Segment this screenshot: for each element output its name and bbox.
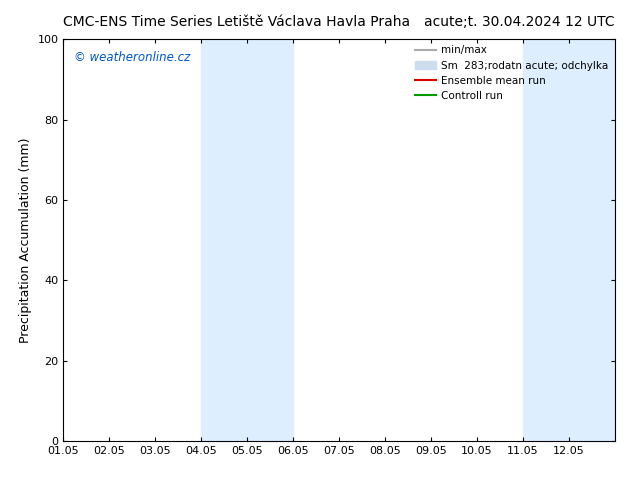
Y-axis label: Precipitation Accumulation (mm): Precipitation Accumulation (mm) <box>19 137 32 343</box>
Bar <box>202 39 293 441</box>
Text: acute;t. 30.04.2024 12 UTC: acute;t. 30.04.2024 12 UTC <box>424 15 615 29</box>
Legend: min/max, Sm  283;rodatn acute; odchylka, Ensemble mean run, Controll run: min/max, Sm 283;rodatn acute; odchylka, … <box>411 41 613 105</box>
Text: CMC-ENS Time Series Letiště Václava Havla Praha: CMC-ENS Time Series Letiště Václava Havl… <box>63 15 411 29</box>
Text: © weatheronline.cz: © weatheronline.cz <box>74 51 191 64</box>
Bar <box>523 39 615 441</box>
